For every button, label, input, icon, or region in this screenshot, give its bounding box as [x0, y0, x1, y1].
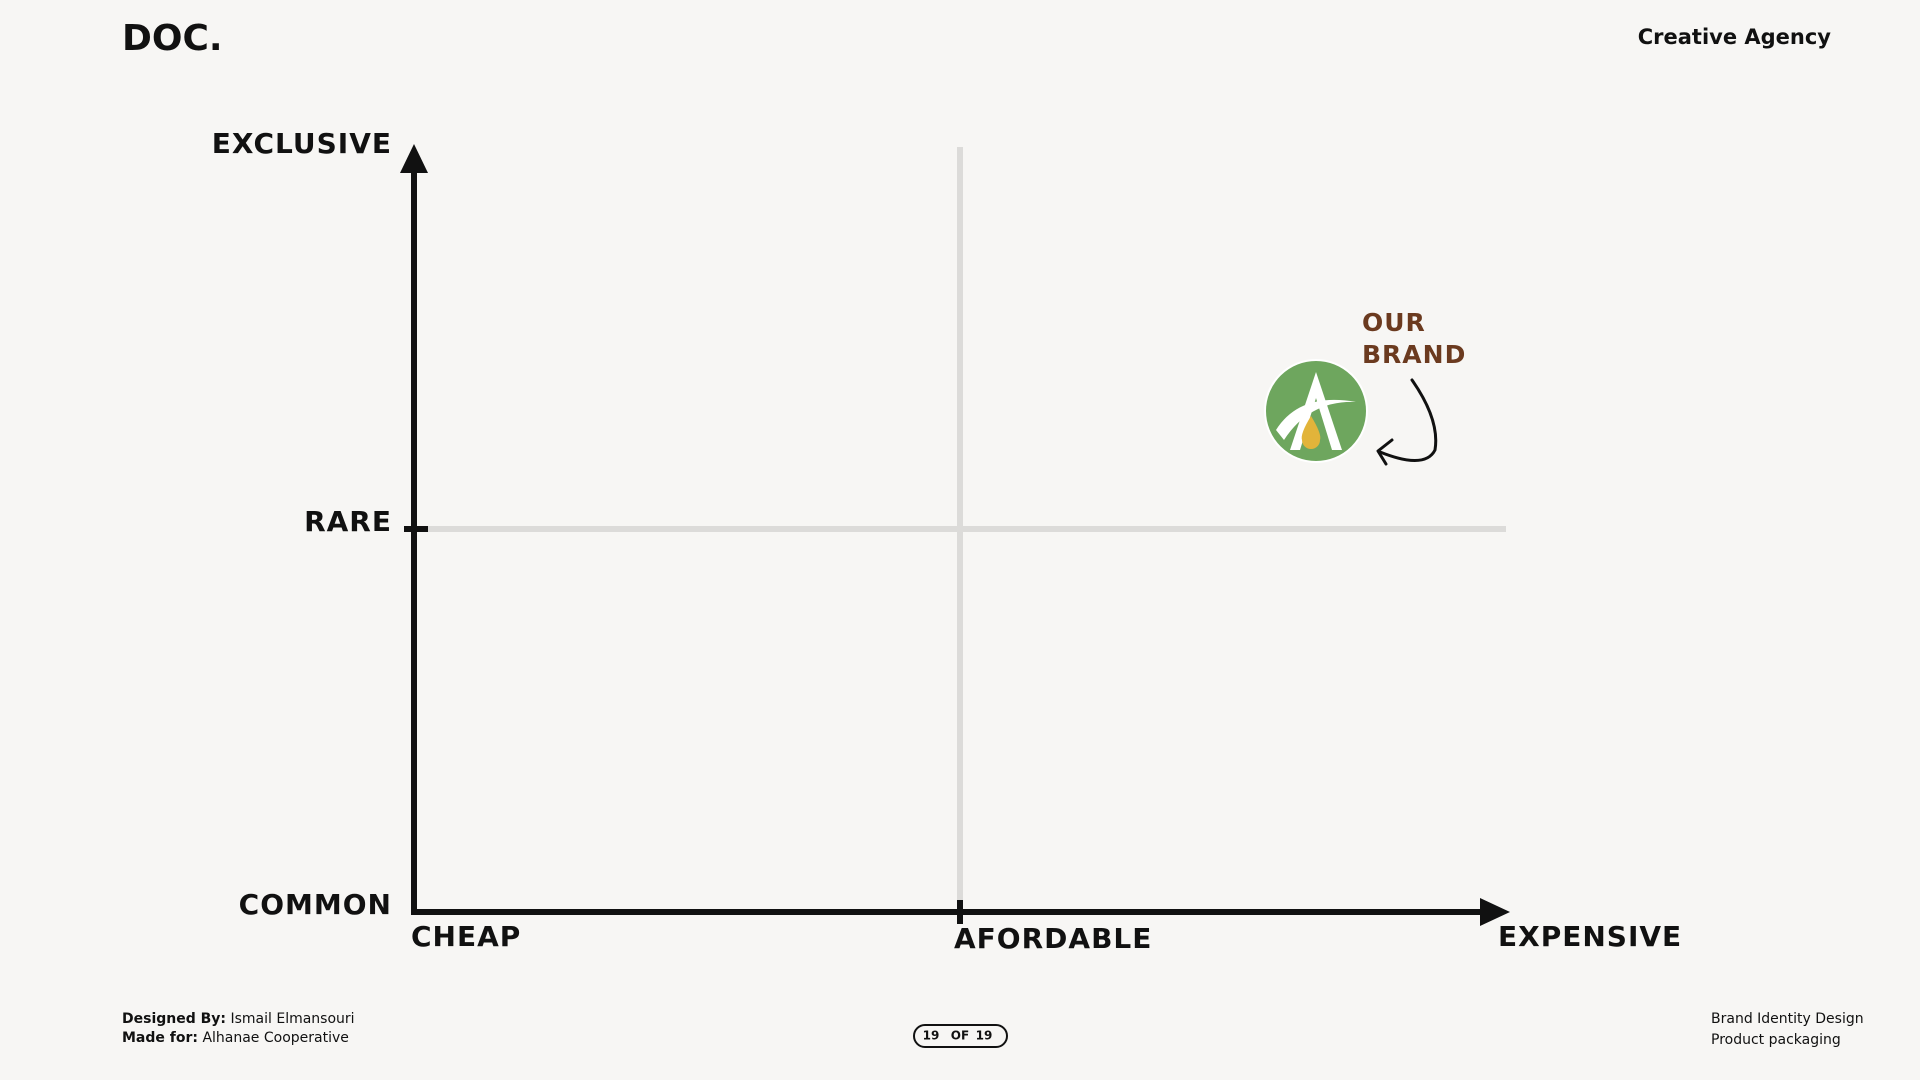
- y-label-bottom: COMMON: [239, 888, 392, 921]
- y-axis-arrow: [400, 144, 428, 173]
- x-label-right: EXPENSIVE: [1498, 920, 1682, 953]
- made-for-label: Made for:: [122, 1030, 198, 1046]
- x-axis-arrow: [1480, 898, 1510, 926]
- designed-by-label: Designed By:: [122, 1011, 226, 1027]
- x-label-left: CHEAP: [411, 920, 521, 953]
- page-current: 19: [923, 1029, 940, 1043]
- brand-drop: [1301, 416, 1321, 449]
- logo: DOC.: [122, 18, 223, 59]
- pointer-arrowhead: [1376, 438, 1394, 466]
- designed-by-value: Ismail Elmansouri: [230, 1011, 354, 1027]
- y-label-top: EXCLUSIVE: [212, 127, 392, 160]
- page-of: OF: [951, 1029, 969, 1043]
- made-for-value: Alhanae Cooperative: [202, 1030, 348, 1046]
- page-total: 19: [976, 1029, 993, 1043]
- brand-logo: [1264, 359, 1368, 463]
- made-for: Made for: Alhanae Cooperative: [122, 1030, 349, 1046]
- x-label-middle: AFORDABLE: [954, 922, 1152, 955]
- page-pill: [913, 1024, 1008, 1048]
- brand-swoosh: [1276, 399, 1356, 440]
- brand-label-line1: OUR: [1362, 308, 1426, 337]
- tagline: Creative Agency: [1638, 25, 1832, 49]
- footer-right-2: Product packaging: [1711, 1032, 1841, 1048]
- footer-right-1: Brand Identity Design: [1711, 1011, 1864, 1027]
- brand-letter: [1290, 372, 1342, 450]
- brand-circle: [1264, 359, 1368, 463]
- brand-label-line2: BRAND: [1362, 340, 1466, 369]
- pointer-arrow: [1378, 378, 1438, 462]
- designed-by: Designed By: Ismail Elmansouri: [122, 1011, 355, 1027]
- y-label-middle: RARE: [304, 505, 392, 538]
